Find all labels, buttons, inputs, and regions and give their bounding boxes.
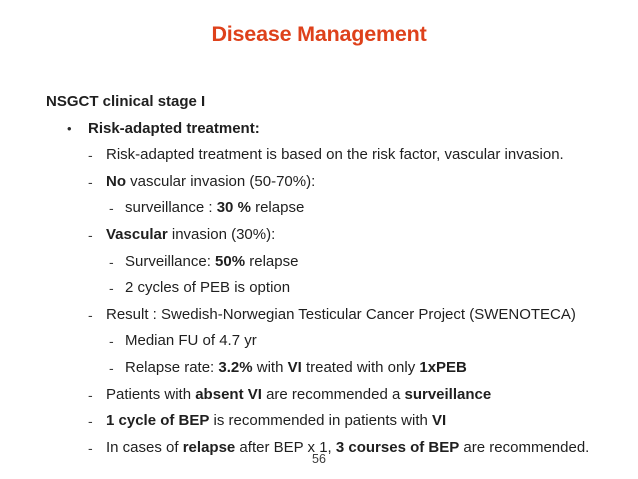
text-segment: Surveillance: [125,252,216,270]
list-item-text: Median FU of 4.7 yr [125,328,257,355]
text-segment: is recommended in patients with [209,412,432,430]
dash-marker: - [109,253,114,270]
dash-marker: - [88,413,93,430]
text-segment: invasion (30%): [167,225,276,243]
text-segment: No [106,172,126,190]
slide-title: Disease Management [211,22,427,46]
list-item: - In cases of relapse after BEP x 1, 3 co… [0,435,638,462]
text-segment: relapse [245,252,299,270]
text-segment: are recommended. [459,438,590,456]
text-segment: with [252,358,288,376]
list-item-text: NSGCT clinical stage I [46,89,205,116]
dash-marker: - [109,359,114,376]
text-segment: NSGCT clinical stage I [46,93,206,110]
list-item-text: Patients with absent VI are recommended … [106,382,491,409]
dash-marker: - [88,439,93,456]
list-item-text: Result : Swedish-Norwegian Testicular Ca… [106,302,576,329]
list-item-text: No vascular invasion (50-70%): [106,169,315,196]
list-item: - No vascular invasion (50-70%): [0,169,638,196]
text-segment: are recommended a [261,385,405,403]
text-segment: Risk-adapted treatment: [88,119,260,137]
text-segment: Result : Swedish-Norwegian Testicular Ca… [106,305,576,323]
text-segment: Median FU of 4.7 yr [125,332,257,350]
text-segment: VI [287,358,302,376]
slide-body: NSGCT clinical stage I • Risk-adapted trea… [0,89,638,461]
list-item-text: surveillance : 30 % relapse [125,195,304,222]
list-item-text: Risk-adapted treatment: [88,116,260,143]
dash-marker: - [109,280,114,297]
text-segment: Patients with [106,385,196,403]
list-item-text: Risk-adapted treatment is based on the r… [106,142,564,169]
bullet-marker: • [67,120,72,136]
text-segment: Risk-adapted treatment is based on the r… [106,146,564,164]
section-heading: NSGCT clinical stage I [0,89,638,116]
dash-marker: - [88,306,93,323]
text-segment: 30 % [216,199,251,217]
dash-marker: - [88,386,93,403]
list-item: - Result : Swedish-Norwegian Testicular C… [0,302,638,329]
text-segment: Relapse rate: [125,358,219,376]
text-segment: treated with only [301,358,420,376]
dash-marker: - [88,226,93,243]
text-segment: relapse [250,199,305,217]
text-segment: 1xPEB [419,358,467,376]
list-item-text: Surveillance: 50% relapse [125,249,298,276]
list-item: - Vascular invasion (30%): [0,222,638,249]
text-segment: vascular invasion (50-70%): [126,172,316,190]
text-segment: In cases of [106,438,183,456]
dash-marker: - [109,200,114,217]
list-item-text: Vascular invasion (30%): [106,222,275,249]
list-item: -1 cycle of BEP is recommended in patien… [0,408,638,435]
text-segment: 2 cycles of PEB is option [125,279,291,297]
text-segment: surveillance : [125,199,217,217]
list-item: - Surveillance: 50% relapse [0,249,638,276]
text-segment: after BEP x 1, [235,438,336,456]
list-item-text: 2 cycles of PEB is option [125,275,290,302]
text-segment: surveillance [404,385,492,403]
text-segment: absent VI [195,385,262,403]
text-segment: 1 cycle of BEP [106,412,210,430]
list-item: - Relapse rate: 3.2% with VI treated with… [0,355,638,382]
list-item: - Patients with absent VI are recommended… [0,382,638,409]
text-segment: 3.2% [218,358,253,376]
dash-marker: - [88,173,93,190]
list-item-text: In cases of relapse after BEP x 1, 3 cou… [106,435,589,462]
list-item: - Risk-adapted treatment is based on the … [0,142,638,169]
list-item: -2 cycles of PEB is option [0,275,638,302]
list-item: - surveillance : 30 % relapse [0,195,638,222]
dash-marker: - [88,147,93,164]
list-item: - Median FU of 4.7 yr [0,328,638,355]
list-item-text: Relapse rate: 3.2% with VI treated with … [125,355,467,382]
dash-marker: - [109,333,114,350]
list-item-text: 1 cycle of BEP is recommended in patient… [106,408,446,435]
text-segment: Vascular [106,225,168,243]
text-segment: VI [432,412,447,430]
text-segment: 3 courses of BEP [335,438,460,456]
list-item: • Risk-adapted treatment: [0,116,638,143]
text-segment: 50% [215,252,246,270]
text-segment: relapse [182,438,236,456]
page-number: 56 [312,452,326,466]
